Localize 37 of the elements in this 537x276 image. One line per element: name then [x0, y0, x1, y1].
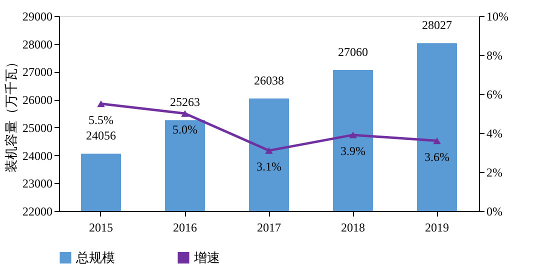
data-label: 5.0%: [172, 122, 198, 136]
data-label: 26038: [254, 74, 284, 88]
point: [433, 137, 441, 144]
data-label: 5.5%: [88, 112, 114, 127]
y2-tick-label: 0%: [486, 204, 502, 218]
data-label: 3.9%: [340, 144, 366, 158]
point: [349, 132, 357, 138]
y-tick-label: 24000: [22, 148, 52, 163]
data-label: 3.1%: [256, 160, 282, 174]
y-tick-label: 23000: [22, 176, 52, 191]
x-tick-label: 2016: [173, 220, 197, 234]
point: [181, 110, 189, 117]
data-label: 27060: [338, 45, 368, 60]
y-tick-label: 26000: [22, 93, 52, 108]
data-label: 24056: [86, 128, 116, 143]
data-label: 3.6%: [424, 150, 450, 164]
y2-tick-label: 4%: [486, 126, 502, 140]
y2-tick-label: 2%: [486, 166, 502, 180]
data-label: 25263: [170, 95, 200, 110]
x-tick-label: 2019: [425, 220, 449, 234]
y-tick-label: 28000: [22, 37, 52, 52]
y-axis-title: 装机容量（万千瓦）: [4, 56, 20, 172]
data-label: 28027: [422, 18, 452, 32]
x-tick-label: 2017: [257, 220, 281, 234]
y2-tick-label: 6%: [486, 88, 502, 102]
y-tick-label: 27000: [22, 65, 52, 80]
y2-tick-label: 8%: [486, 48, 502, 62]
point: [97, 100, 105, 108]
legend-label: 增速: [193, 250, 220, 266]
x-tick-label: 2015: [89, 220, 113, 234]
legend-label: 总规模: [75, 250, 115, 266]
x-tick-label: 2018: [341, 220, 365, 234]
point: [265, 147, 273, 154]
y-tick-label: 29000: [22, 10, 52, 24]
y-tick-label: 25000: [22, 120, 52, 135]
y-tick-label: 22000: [22, 204, 52, 218]
y2-tick-label: 10%: [486, 10, 508, 24]
